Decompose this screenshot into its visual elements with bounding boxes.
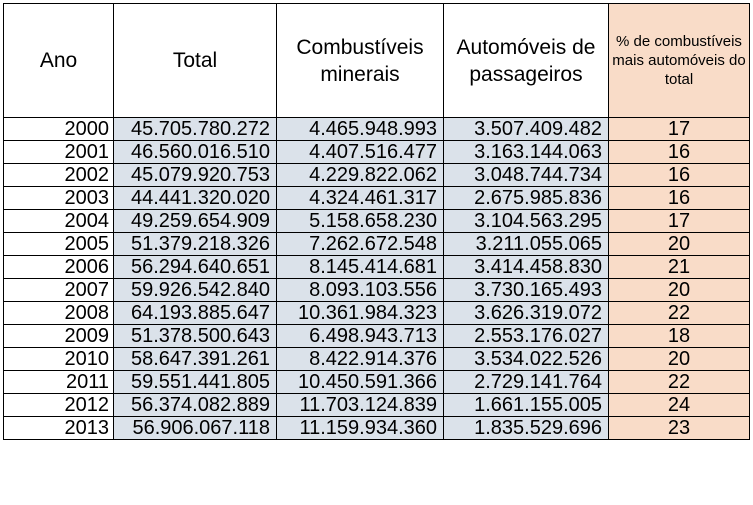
table-row: 2001 46.560.016.510 4.407.516.477 3.163.144… (3, 140, 750, 164)
cell-automoveis: 3.534.022.526 (443, 347, 609, 371)
cell-percentual: 16 (608, 186, 750, 210)
table-row: 2003 44.441.320.020 4.324.461.317 2.675.985… (3, 186, 750, 210)
cell-total: 45.079.920.753 (113, 163, 277, 187)
header-combustiveis: Combustíveis minerais (276, 3, 444, 118)
table-row: 2008 64.193.885.647 10.361.984.323 3.626.31… (3, 301, 750, 325)
table-row: 2007 59.926.542.840 8.093.103.556 3.730.165… (3, 278, 750, 302)
cell-automoveis: 2.675.985.836 (443, 186, 609, 210)
table-row: 2002 45.079.920.753 4.229.822.062 3.048.744… (3, 163, 750, 187)
cell-automoveis: 3.626.319.072 (443, 301, 609, 325)
table-row: 2005 51.379.218.326 7.262.672.548 3.211.055… (3, 232, 750, 256)
cell-combustiveis: 11.703.124.839 (276, 393, 444, 417)
cell-total: 56.374.082.889 (113, 393, 277, 417)
cell-percentual: 22 (608, 301, 750, 325)
cell-ano: 2011 (3, 370, 114, 394)
cell-automoveis: 2.729.141.764 (443, 370, 609, 394)
header-total: Total (113, 3, 277, 118)
table-body: 2000 45.705.780.272 4.465.948.993 3.507.409… (3, 117, 750, 440)
cell-combustiveis: 8.145.414.681 (276, 255, 444, 279)
cell-total: 46.560.016.510 (113, 140, 277, 164)
cell-ano: 2001 (3, 140, 114, 164)
cell-combustiveis: 4.229.822.062 (276, 163, 444, 187)
cell-combustiveis: 4.465.948.993 (276, 117, 444, 141)
cell-automoveis: 1.661.155.005 (443, 393, 609, 417)
cell-ano: 2012 (3, 393, 114, 417)
header-row: Ano Total Combustíveis minerais Automóve… (3, 3, 750, 118)
cell-automoveis: 3.104.563.295 (443, 209, 609, 233)
cell-percentual: 18 (608, 324, 750, 348)
cell-combustiveis: 10.361.984.323 (276, 301, 444, 325)
cell-combustiveis: 4.407.516.477 (276, 140, 444, 164)
table-row: 2013 56.906.067.118 11.159.934.360 1.835.52… (3, 416, 750, 440)
table-header: Ano Total Combustíveis minerais Automóve… (3, 3, 750, 118)
cell-combustiveis: 11.159.934.360 (276, 416, 444, 440)
cell-ano: 2000 (3, 117, 114, 141)
cell-percentual: 21 (608, 255, 750, 279)
cell-total: 58.647.391.261 (113, 347, 277, 371)
cell-percentual: 22 (608, 370, 750, 394)
cell-combustiveis: 4.324.461.317 (276, 186, 444, 210)
cell-total: 49.259.654.909 (113, 209, 277, 233)
table-row: 2004 49.259.654.909 5.158.658.230 3.104.563… (3, 209, 750, 233)
cell-combustiveis: 8.422.914.376 (276, 347, 444, 371)
cell-automoveis: 3.730.165.493 (443, 278, 609, 302)
cell-total: 56.294.640.651 (113, 255, 277, 279)
table-row: 2009 51.378.500.643 6.498.943.713 2.553.176… (3, 324, 750, 348)
table-row: 2011 59.551.441.805 10.450.591.366 2.729.14… (3, 370, 750, 394)
header-automoveis: Automóveis de passageiros (443, 3, 609, 118)
cell-automoveis: 2.553.176.027 (443, 324, 609, 348)
cell-percentual: 23 (608, 416, 750, 440)
table-row: 2006 56.294.640.651 8.145.414.681 3.414.458… (3, 255, 750, 279)
table-row: 2010 58.647.391.261 8.422.914.376 3.534.022… (3, 347, 750, 371)
cell-automoveis: 3.414.458.830 (443, 255, 609, 279)
cell-percentual: 17 (608, 209, 750, 233)
header-ano: Ano (3, 3, 114, 118)
data-table: Ano Total Combustíveis minerais Automóve… (3, 3, 750, 440)
cell-percentual: 20 (608, 278, 750, 302)
cell-ano: 2013 (3, 416, 114, 440)
cell-ano: 2008 (3, 301, 114, 325)
cell-automoveis: 3.507.409.482 (443, 117, 609, 141)
cell-percentual: 24 (608, 393, 750, 417)
cell-ano: 2006 (3, 255, 114, 279)
table-row: 2000 45.705.780.272 4.465.948.993 3.507.409… (3, 117, 750, 141)
cell-automoveis: 3.163.144.063 (443, 140, 609, 164)
cell-total: 64.193.885.647 (113, 301, 277, 325)
cell-ano: 2007 (3, 278, 114, 302)
cell-total: 45.705.780.272 (113, 117, 277, 141)
cell-percentual: 20 (608, 347, 750, 371)
cell-combustiveis: 6.498.943.713 (276, 324, 444, 348)
cell-percentual: 16 (608, 163, 750, 187)
cell-percentual: 17 (608, 117, 750, 141)
cell-total: 59.926.542.840 (113, 278, 277, 302)
cell-percentual: 20 (608, 232, 750, 256)
cell-automoveis: 3.048.744.734 (443, 163, 609, 187)
cell-total: 44.441.320.020 (113, 186, 277, 210)
cell-ano: 2003 (3, 186, 114, 210)
cell-ano: 2010 (3, 347, 114, 371)
table-row: 2012 56.374.082.889 11.703.124.839 1.661.15… (3, 393, 750, 417)
cell-combustiveis: 8.093.103.556 (276, 278, 444, 302)
cell-automoveis: 3.211.055.065 (443, 232, 609, 256)
cell-ano: 2004 (3, 209, 114, 233)
cell-ano: 2005 (3, 232, 114, 256)
cell-combustiveis: 7.262.672.548 (276, 232, 444, 256)
cell-total: 56.906.067.118 (113, 416, 277, 440)
cell-combustiveis: 5.158.658.230 (276, 209, 444, 233)
cell-automoveis: 1.835.529.696 (443, 416, 609, 440)
cell-percentual: 16 (608, 140, 750, 164)
cell-total: 59.551.441.805 (113, 370, 277, 394)
cell-total: 51.379.218.326 (113, 232, 277, 256)
header-percentual: % de combustíveis mais automóveis do tot… (608, 3, 750, 118)
cell-total: 51.378.500.643 (113, 324, 277, 348)
cell-combustiveis: 10.450.591.366 (276, 370, 444, 394)
cell-ano: 2002 (3, 163, 114, 187)
cell-ano: 2009 (3, 324, 114, 348)
